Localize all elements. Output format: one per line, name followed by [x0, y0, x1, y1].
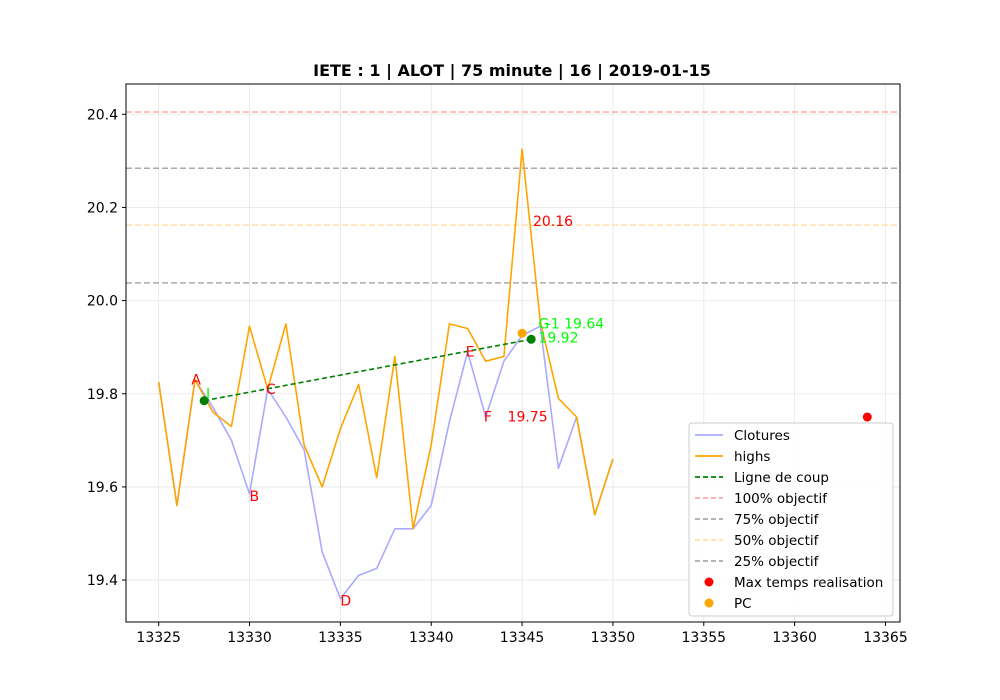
x-tick-label: 13345	[500, 630, 545, 646]
legend-marker	[704, 598, 714, 608]
legend-box	[688, 422, 894, 617]
legend-label: PC	[734, 596, 752, 612]
data-point	[517, 328, 527, 338]
y-tick-label: 20.4	[87, 107, 118, 123]
y-tick-label: 20.0	[87, 294, 118, 310]
chart-title: IETE : 1 | ALOT | 75 minute | 16 | 2019-…	[313, 61, 711, 81]
series	[157, 148, 614, 600]
legend-label: 100% objectif	[734, 491, 828, 507]
annotation-label: 19.75	[508, 410, 548, 426]
series-line	[157, 325, 614, 600]
y-tick-label: 19.8	[87, 387, 118, 403]
legend: Clotures highs Ligne de coup 100% objectif 7…	[688, 422, 894, 617]
annotation-label: 20.16	[533, 214, 573, 230]
legend-label: 25% objectif	[734, 554, 820, 570]
annotation-label: B	[250, 489, 260, 505]
annotation-label: G	[538, 317, 549, 333]
x-tick-label: 13325	[136, 630, 181, 646]
markers	[199, 328, 872, 422]
legend-marker	[704, 577, 714, 587]
annotation-label: I	[206, 386, 210, 402]
legend-label: Max temps realisation	[734, 575, 883, 591]
annotation-label: C	[266, 382, 276, 398]
annotation-label: -1 19.64	[546, 317, 605, 333]
annotation-label: F	[484, 410, 492, 426]
y-tick-label: 19.4	[87, 573, 118, 589]
legend-label: highs	[734, 449, 770, 465]
x-tick-label: 13360	[772, 630, 817, 646]
data-point	[199, 396, 209, 406]
legend-label: Ligne de coup	[734, 470, 829, 486]
legend-label: 75% objectif	[734, 512, 820, 528]
data-point	[526, 334, 536, 344]
y-tick-label: 19.6	[87, 480, 118, 496]
x-tick-label: 13365	[863, 630, 908, 646]
objective-lines	[126, 111, 900, 284]
y-tick-label: 20.2	[87, 200, 118, 216]
annotation-label: E	[466, 344, 475, 360]
plot-frame	[125, 83, 901, 623]
x-tick-label: 13355	[682, 630, 727, 646]
x-tick-label: 13335	[318, 630, 363, 646]
annotation-label: 19.92	[538, 331, 578, 347]
legend-label: Clotures	[734, 428, 790, 444]
x-tick-label: 13340	[409, 630, 454, 646]
annotation-label: A	[191, 372, 201, 388]
data-point	[862, 412, 872, 422]
x-tick-label: 13330	[227, 630, 272, 646]
legend-label: 50% objectif	[734, 533, 820, 549]
x-tick-label: 13350	[591, 630, 636, 646]
annotation-label: D	[340, 594, 351, 610]
axis-ticks: 13325 13330 13335 13340 13345 13350 13355 13360…	[87, 107, 908, 646]
series-line	[157, 148, 614, 530]
